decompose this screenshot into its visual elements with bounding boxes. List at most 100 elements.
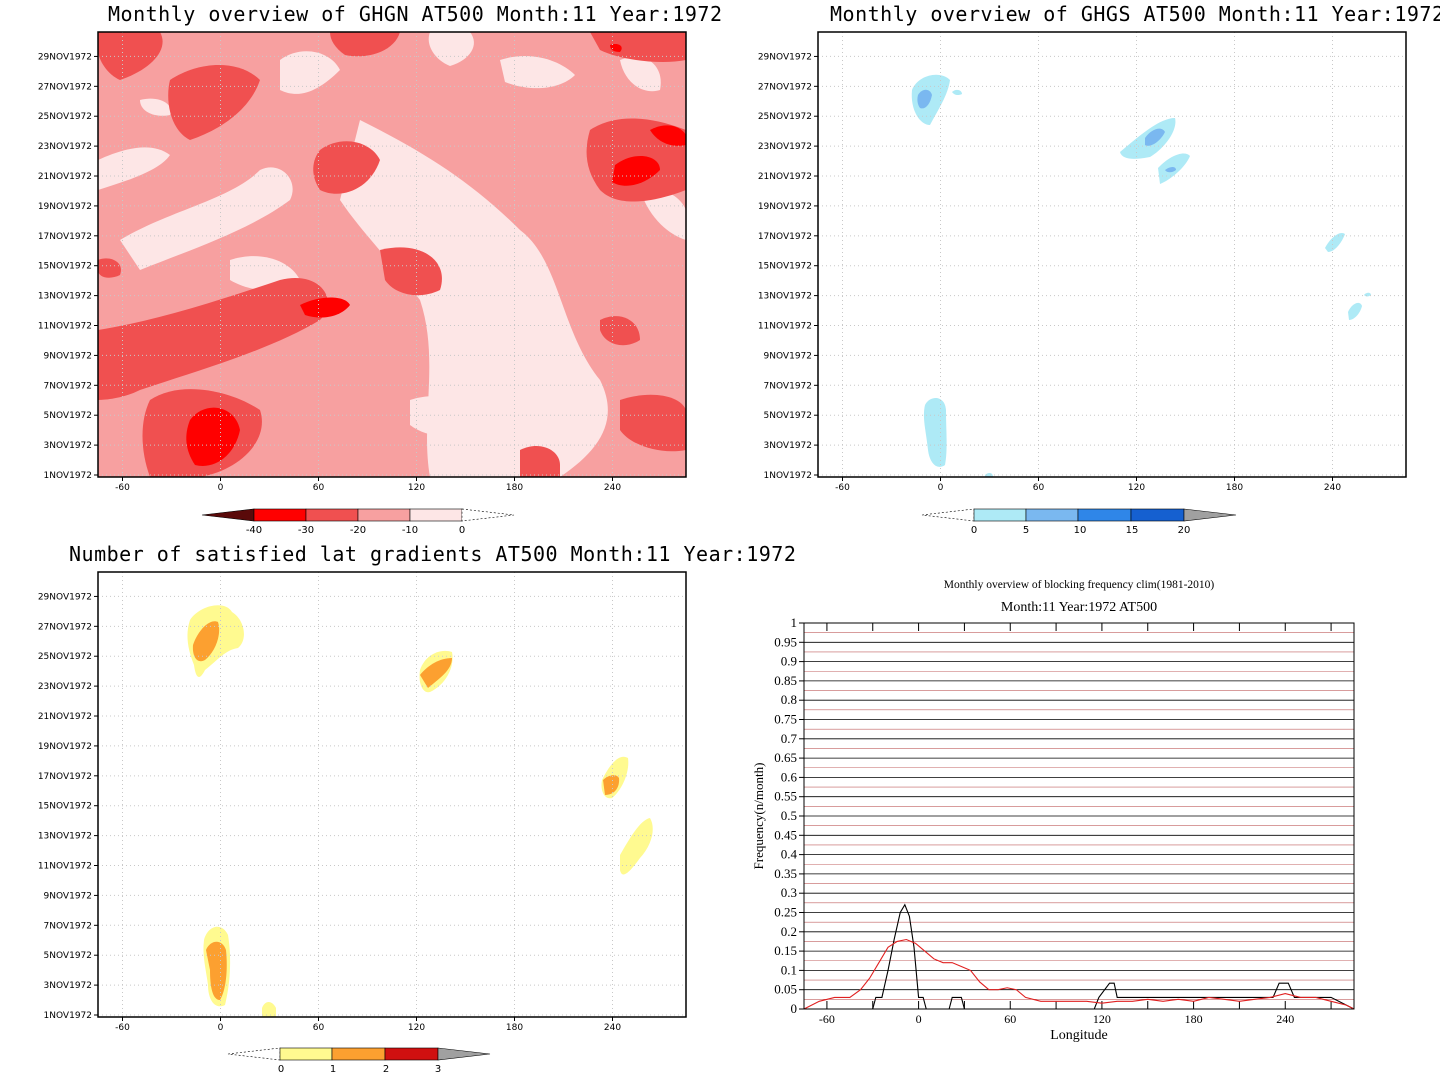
freq-ytick-label-7: 0.35 <box>774 866 797 881</box>
ghgs-ytick-label-6: 13NOV1972 <box>758 292 812 302</box>
grad-ytick-label-7: 15NOV1972 <box>38 802 92 812</box>
grad-ytick-label-1: 3NOV1972 <box>44 981 92 991</box>
ghgs-cb-label-2: 10 <box>1074 525 1087 536</box>
ghgs-ytick-label-3: 7NOV1972 <box>764 381 812 391</box>
freq-xtick-label-1: 0 <box>916 1012 922 1026</box>
ghgs-xtick-label-1: 0 <box>938 483 944 493</box>
freq-frame <box>803 622 1355 1010</box>
ghgs-ytick-label-12: 25NOV1972 <box>758 112 812 122</box>
freq-ytick-label-18: 0.9 <box>781 654 797 669</box>
grad-ytick-label-10: 21NOV1972 <box>38 712 92 722</box>
freq-line-chart: Monthly overview of blocking frequency c… <box>751 579 1355 1043</box>
ghgs-title: Monthly overview of GHGS AT500 Month:11 … <box>830 2 1440 26</box>
ghgn-ytick-label-7: 15NOV1972 <box>38 262 92 272</box>
ghgs-ytick-label-2: 5NOV1972 <box>764 411 812 421</box>
grad-heatmap: -60 0 60 120 180 2401NOV19723NOV19725NOV19727… <box>38 571 687 1075</box>
freq-ytick-label-15: 0.75 <box>774 712 797 727</box>
ghgs-ytick-label-9: 19NOV1972 <box>758 202 812 212</box>
ghgn-ytick-label-0: 1NOV1972 <box>44 471 92 481</box>
ghgn-ytick-label-12: 25NOV1972 <box>38 112 92 122</box>
freq-ytick-label-8: 0.4 <box>781 847 798 862</box>
grad-xtick-label-3: 120 <box>408 1023 425 1033</box>
ghgn-colorbar: -40 -30 -20 -10 0 <box>201 508 515 536</box>
grad-xtick-label-4: 180 <box>506 1023 523 1033</box>
ghgs-cb-label-1: 5 <box>1023 525 1029 536</box>
ghgn-xtick-label-4: 180 <box>506 483 523 493</box>
grad-frame <box>97 571 687 1018</box>
ghgn-xtick-label-2: 60 <box>313 483 325 493</box>
ghgs-ytick-label-5: 11NOV1972 <box>758 322 812 332</box>
freq-ytick-label-3: 0.15 <box>774 943 797 958</box>
ghgn-frame <box>97 31 687 478</box>
ghgn-ytick-label-4: 9NOV1972 <box>44 351 92 361</box>
ghgs-ytick-label-7: 15NOV1972 <box>758 262 812 272</box>
ghgn-cb-label-0: -40 <box>246 525 262 536</box>
ghgn-xtick-label-0: -60 <box>115 483 130 493</box>
freq-ytick-label-5: 0.25 <box>774 905 797 920</box>
ghgs-ytick-label-4: 9NOV1972 <box>764 351 812 361</box>
freq-xlabel: Longitude <box>1050 1028 1108 1043</box>
ghgs-cb-label-3: 15 <box>1126 525 1139 536</box>
ghgn-ytick-label-3: 7NOV1972 <box>44 381 92 391</box>
freq-ytick-label-19: 0.95 <box>774 634 797 649</box>
grad-colorbar: 0 1 2 3 <box>227 1047 491 1075</box>
freq-xtick-label-0: -60 <box>819 1012 835 1026</box>
grad-ytick-label-8: 17NOV1972 <box>38 772 92 782</box>
freq-xtick-label-2: 60 <box>1004 1012 1016 1026</box>
ghgn-cb-label-1: -30 <box>298 525 314 536</box>
ghgs-ytick-label-8: 17NOV1972 <box>758 232 812 242</box>
ghgn-title: Monthly overview of GHGN AT500 Month:11 … <box>108 2 723 26</box>
grad-cb-label-2: 2 <box>383 1064 389 1075</box>
freq-ytick-label-0: 0 <box>791 1001 798 1016</box>
grad-ytick-label-4: 9NOV1972 <box>44 891 92 901</box>
ghgn-ytick-label-6: 13NOV1972 <box>38 292 92 302</box>
freq-ytick-label-16: 0.8 <box>781 692 797 707</box>
ghgn-ytick-label-14: 29NOV1972 <box>38 52 92 62</box>
grad-ytick-label-11: 23NOV1972 <box>38 682 92 692</box>
ghgn-xtick-label-3: 120 <box>408 483 425 493</box>
ghgs-xtick-label-5: 240 <box>1324 483 1341 493</box>
ghgn-heatmap: -60 0 60 120 180 240 1NOV1972 3NOV1972 5NOV1972 7… <box>38 31 687 536</box>
grad-cb-label-0: 0 <box>278 1064 284 1075</box>
ghgs-xtick-label-0: -60 <box>835 483 850 493</box>
ghgs-ytick-label-1: 3NOV1972 <box>764 441 812 451</box>
ghgn-cb-label-3: -10 <box>402 525 418 536</box>
ghgs-ytick-label-11: 23NOV1972 <box>758 142 812 152</box>
ghgn-ytick-label-5: 11NOV1972 <box>38 322 92 332</box>
grad-ytick-label-0: 1NOV1972 <box>44 1011 92 1021</box>
ghgn-ytick-label-10: 21NOV1972 <box>38 172 92 182</box>
ghgs-frame <box>817 31 1407 478</box>
freq-ytick-label-4: 0.2 <box>781 924 797 939</box>
freq-ytick-label-17: 0.85 <box>774 673 797 688</box>
grad-xtick-label-5: 240 <box>604 1023 621 1033</box>
freq-ytick-label-10: 0.5 <box>781 808 797 823</box>
freq-xtick-label-4: 180 <box>1185 1012 1203 1026</box>
grad-cb-label-1: 1 <box>330 1064 336 1075</box>
freq-ytick-label-2: 0.1 <box>781 962 797 977</box>
freq-xtick-label-5: 240 <box>1276 1012 1294 1026</box>
grad-cb-label-3: 3 <box>435 1064 441 1075</box>
ghgs-colorbar: 0 5 10 15 20 <box>921 508 1237 536</box>
grad-ytick-label-6: 13NOV1972 <box>38 832 92 842</box>
ghgs-xtick-label-4: 180 <box>1226 483 1243 493</box>
ghgs-ytick-label-10: 21NOV1972 <box>758 172 812 182</box>
freq-xtick-label-3: 120 <box>1093 1012 1111 1026</box>
ghgn-xtick-label-5: 240 <box>604 483 621 493</box>
ghgs-xtick-label-2: 60 <box>1033 483 1045 493</box>
grad-ytick-label-12: 25NOV1972 <box>38 652 92 662</box>
ghgs-heatmap: -60 0 60 120 180 240 1NOV1972 3NOV1972 5NOV1972 7… <box>758 31 1407 536</box>
freq-title: Monthly overview of blocking frequency c… <box>944 579 1215 591</box>
grad-xtick-label-0: -60 <box>115 1023 130 1033</box>
ghgn-ytick-label-13: 27NOV1972 <box>38 82 92 92</box>
freq-ytick-label-6: 0.3 <box>781 885 797 900</box>
grad-ytick-label-9: 19NOV1972 <box>38 742 92 752</box>
ghgs-ytick-label-13: 27NOV1972 <box>758 82 812 92</box>
grad-ytick-label-13: 27NOV1972 <box>38 622 92 632</box>
freq-ylabel: Frequency(n/month) <box>751 763 766 870</box>
grad-ytick-label-3: 7NOV1972 <box>44 921 92 931</box>
ghgs-cb-label-0: 0 <box>971 525 977 536</box>
freq-ytick-label-14: 0.7 <box>781 731 798 746</box>
ghgn-ytick-label-9: 19NOV1972 <box>38 202 92 212</box>
ghgs-ytick-label-0: 1NOV1972 <box>764 471 812 481</box>
